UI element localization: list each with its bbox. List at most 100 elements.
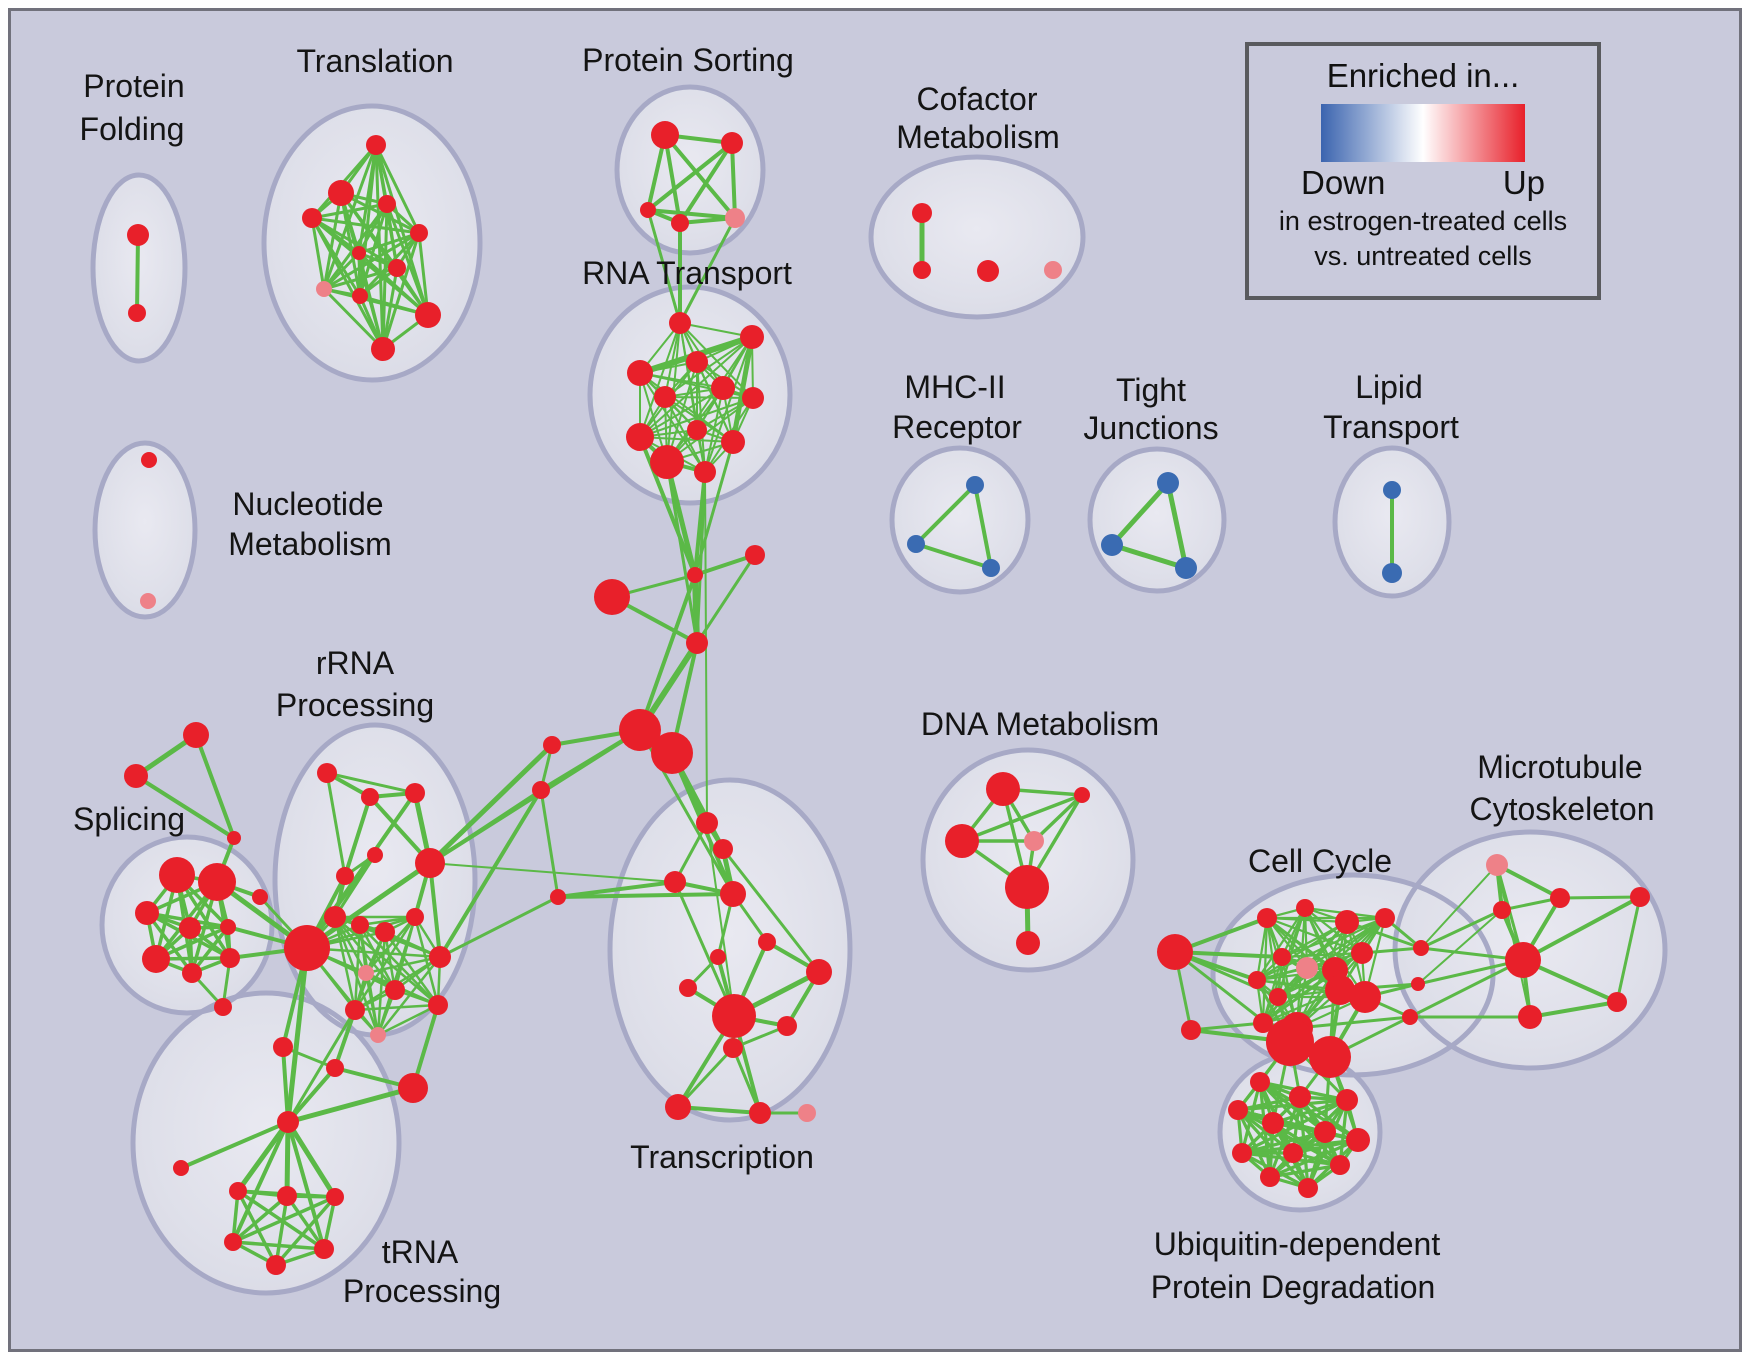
edge [364, 955, 442, 975]
edge [721, 847, 821, 974]
edge [310, 216, 326, 291]
cluster-label-protein-sorting-line1: Protein Sorting [582, 42, 794, 78]
node-45 [220, 919, 236, 935]
edge [145, 911, 194, 975]
node-60 [375, 922, 395, 942]
edge [281, 1045, 290, 1124]
node-72 [173, 1160, 189, 1176]
cluster-border-cofactor-metabolism [868, 154, 1086, 320]
node-19 [740, 325, 764, 349]
edge [1109, 542, 1189, 571]
edge [960, 793, 1084, 843]
node-104 [1335, 910, 1359, 934]
edge [1109, 480, 1171, 548]
edge [1417, 909, 1503, 985]
node-135 [1232, 1143, 1252, 1163]
node-26 [687, 420, 707, 440]
node-79 [550, 889, 566, 905]
cluster-label-rna-transport-line1: RNA Transport [582, 255, 792, 291]
node-84 [758, 933, 776, 951]
edge [325, 771, 417, 795]
figure: Protein Folding Translation Protein Sorting… [8, 8, 1742, 1352]
edge [706, 822, 735, 1017]
edge [1528, 1000, 1619, 1019]
node-52 [361, 788, 379, 806]
cluster-label-trna-processing-line1: tRNA [382, 1234, 459, 1270]
edge [381, 266, 399, 351]
node-12 [371, 337, 395, 361]
edge [1521, 895, 1642, 962]
edge [704, 336, 753, 473]
edge [664, 396, 734, 443]
cluster-border-translation [261, 103, 483, 383]
node-11 [415, 302, 441, 328]
edge [639, 322, 681, 438]
legend-gradient-bar [1321, 104, 1525, 162]
edge [322, 266, 399, 291]
node-101 [1181, 1020, 1201, 1040]
edge [322, 202, 389, 291]
edge [374, 143, 421, 235]
edge [1615, 895, 1642, 1004]
edge [646, 208, 682, 325]
node-126 [1518, 1005, 1542, 1029]
edge [673, 880, 736, 1018]
edge [665, 460, 699, 645]
network-svg: Protein Folding Translation Protein Sorting… [73, 42, 1668, 1309]
node-77 [314, 1239, 334, 1259]
node-76 [224, 1233, 242, 1251]
node-31 [745, 545, 765, 565]
edge [322, 287, 385, 351]
node-119 [1411, 977, 1425, 991]
node-33 [686, 632, 708, 654]
edge [427, 742, 555, 866]
node-123 [1493, 901, 1511, 919]
cluster-label-splicing-line1: Splicing [73, 801, 185, 837]
cluster-label-rrna-processing-line1: rRNA [316, 645, 395, 681]
node-138 [1260, 1167, 1280, 1187]
node-62 [429, 946, 451, 968]
node-117 [1309, 1036, 1351, 1078]
node-70 [398, 1073, 428, 1103]
node-98 [1005, 865, 1049, 909]
cluster-border-rna-transport [587, 284, 793, 506]
edge [1255, 920, 1349, 982]
edge [353, 923, 362, 1012]
edge [325, 771, 347, 878]
edge [1419, 908, 1504, 950]
node-86 [679, 979, 697, 997]
cluster-label-tight-junctions-line1: Tight [1116, 372, 1186, 408]
node-132 [1262, 1112, 1284, 1134]
edge [639, 397, 754, 438]
legend-box: Enriched in... Down Up in estrogen-treat… [1245, 42, 1601, 300]
edge [1420, 864, 1498, 949]
edge [673, 821, 709, 884]
edge [304, 860, 433, 951]
edge [678, 216, 737, 325]
node-2 [366, 135, 386, 155]
node-106 [1273, 948, 1291, 966]
node-88 [712, 994, 756, 1038]
legend-endpoint-labels: Down Up [1301, 162, 1545, 204]
edge [556, 880, 677, 899]
edge [322, 191, 343, 291]
node-148 [1101, 534, 1123, 556]
node-142 [977, 260, 999, 282]
node-44 [179, 917, 201, 939]
edge [274, 1195, 337, 1267]
node-51 [317, 763, 337, 783]
node-32 [594, 579, 630, 615]
cluster-area-mhc-ii-receptor [892, 448, 1028, 592]
cluster-border-nucleotide-metabolism [92, 440, 198, 620]
edge [664, 459, 698, 578]
cluster-border-protein-sorting [614, 84, 766, 256]
node-25 [626, 423, 654, 451]
node-14 [721, 132, 743, 154]
edge [663, 133, 682, 225]
node-109 [1351, 942, 1373, 964]
cluster-label-nucleotide-metabolism-line2: Metabolism [228, 526, 392, 562]
node-124 [1505, 942, 1541, 978]
edge [639, 372, 706, 473]
edge [730, 141, 737, 220]
edge [343, 795, 372, 878]
